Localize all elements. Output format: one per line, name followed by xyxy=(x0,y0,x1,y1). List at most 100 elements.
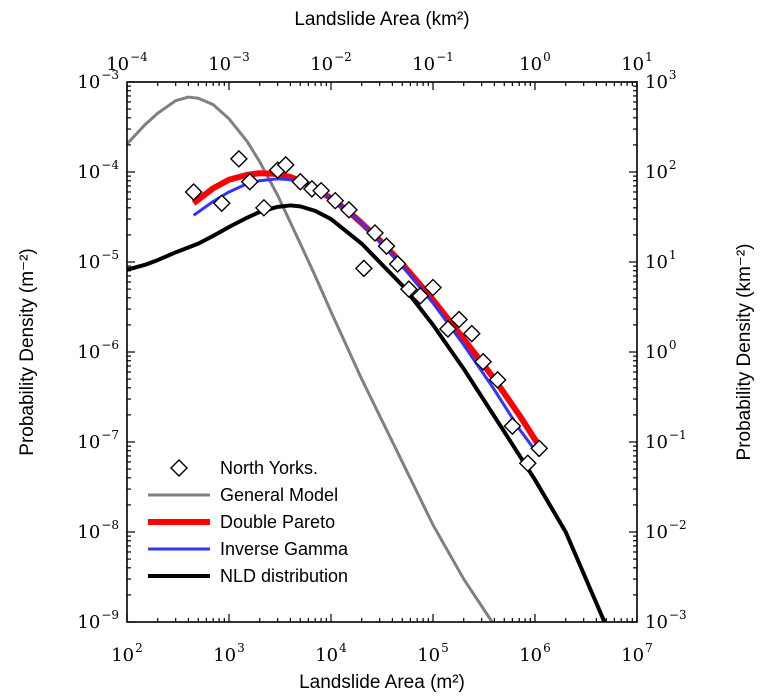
plot-background xyxy=(127,82,637,622)
y-right-tick-label: 10 1 xyxy=(645,248,677,273)
x-top-tick-label-exponent: −3 xyxy=(232,50,250,64)
legend-label-general-model: General Model xyxy=(220,485,338,505)
y-axis-label-left: Probability Density (m⁻²) xyxy=(17,248,38,455)
x-top-tick-label-base: 10 xyxy=(412,54,435,75)
x-tick-label-exponent: 3 xyxy=(237,641,245,655)
y-tick-label-base: 10 xyxy=(77,72,100,93)
y-tick-label-exponent: −3 xyxy=(101,68,119,82)
data-point-north-yorks xyxy=(518,454,537,473)
y-tick-label: 10 −9 xyxy=(77,608,119,633)
x-tick-label: 10 6 xyxy=(519,641,551,666)
x-top-tick-label-exponent: 1 xyxy=(645,50,653,64)
x-top-tick-label-exponent: 0 xyxy=(543,50,551,64)
y-right-tick-label-base: 10 xyxy=(645,252,668,273)
data-point-north-yorks xyxy=(488,370,507,389)
data-point-north-yorks xyxy=(411,286,430,305)
x-tick-label: 10 4 xyxy=(315,641,347,666)
y-tick-label: 10 −4 xyxy=(77,158,119,183)
y-tick-label-base: 10 xyxy=(77,252,100,273)
x-top-tick-label-exponent: −4 xyxy=(130,50,148,64)
y-tick-label-base: 10 xyxy=(77,522,100,543)
y-right-tick-label: 10 −1 xyxy=(645,428,687,453)
tick-layer xyxy=(126,81,638,623)
y-right-tick-label-exponent: 1 xyxy=(669,248,677,262)
data-point-north-yorks xyxy=(312,181,331,200)
legend-label-double-pareto: Double Pareto xyxy=(220,512,335,532)
y-right-tick-label: 10 −3 xyxy=(645,608,687,633)
data-point-north-yorks xyxy=(240,172,259,191)
series-line-inverse-gamma xyxy=(192,177,541,457)
y-tick-label: 10 −3 xyxy=(77,68,119,93)
x-tick-label: 10 3 xyxy=(213,641,245,666)
x-top-tick-label: 10 0 xyxy=(519,50,551,75)
y-tick-label-exponent: −6 xyxy=(101,338,119,352)
y-tick-label: 10 −8 xyxy=(77,518,119,543)
legend-label-inverse-gamma: Inverse Gamma xyxy=(220,539,349,559)
y-tick-label-base: 10 xyxy=(77,342,100,363)
data-point-north-yorks xyxy=(254,198,273,217)
x-top-tick-label: 10 1 xyxy=(621,50,653,75)
data-point-north-yorks xyxy=(399,280,418,299)
y-right-tick-label: 10 0 xyxy=(645,338,677,363)
x-tick-label-exponent: 4 xyxy=(339,641,347,655)
x-top-tick-label-exponent: −1 xyxy=(436,50,454,64)
legend-label-north-yorks-: North Yorks. xyxy=(220,458,318,478)
y-tick-label-exponent: −9 xyxy=(101,608,119,622)
x-tick-label: 10 7 xyxy=(621,641,653,666)
y-tick-label-base: 10 xyxy=(77,612,100,633)
y-right-tick-label-base: 10 xyxy=(645,612,668,633)
series-line-nld-distribution xyxy=(127,203,607,622)
data-point-north-yorks xyxy=(450,310,469,329)
legend: North Yorks. General Model Double Pareto In… xyxy=(148,458,349,586)
data-point-north-yorks xyxy=(366,224,384,242)
x-tick-label-exponent: 2 xyxy=(135,641,143,655)
y-right-tick-label-exponent: −3 xyxy=(669,608,687,622)
x-tick-label-exponent: 5 xyxy=(441,641,449,655)
y-right-tick-label-base: 10 xyxy=(645,72,668,93)
x-top-tick-label-base: 10 xyxy=(519,54,542,75)
data-point-north-yorks xyxy=(291,172,310,191)
x-axis-label-top: Landslide Area (km²) xyxy=(294,9,469,30)
x-top-tick-label: 10 −4 xyxy=(106,50,148,75)
y-right-tick-label: 10 −2 xyxy=(645,518,687,543)
y-right-tick-label-exponent: 2 xyxy=(669,158,677,172)
data-point-north-yorks xyxy=(276,155,295,174)
x-axis-label-bottom: Landslide Area (m²) xyxy=(299,672,465,693)
x-tick-label-exponent: 6 xyxy=(543,641,551,655)
data-point-north-yorks xyxy=(474,352,493,371)
data-point-north-yorks xyxy=(229,149,248,168)
x-top-tick-label-base: 10 xyxy=(208,54,231,75)
data-point-north-yorks xyxy=(424,278,442,297)
y-tick-label-exponent: −5 xyxy=(101,248,119,262)
x-top-tick-label: 10 −2 xyxy=(310,50,352,75)
series-line-general-model xyxy=(127,95,494,622)
y-axis-label-right: Probability Density (km⁻²) xyxy=(734,244,755,461)
x-top-tick-label-exponent: −2 xyxy=(334,50,352,64)
y-right-tick-label-exponent: 0 xyxy=(669,338,677,352)
x-top-tick-label: 10 −1 xyxy=(412,50,454,75)
data-point-north-yorks xyxy=(462,324,481,343)
marker-layer xyxy=(184,149,549,473)
data-point-north-yorks xyxy=(354,259,373,278)
data-point-north-yorks xyxy=(530,439,549,458)
data-point-north-yorks xyxy=(388,255,407,273)
tick-label-layer: 10 2 10 3 10 4 10 5 10 6 10 710 −4 10 −3 10 −2 10 −1 10 0 10 1… xyxy=(77,50,686,666)
data-point-north-yorks xyxy=(326,191,345,210)
x-top-tick-label-base: 10 xyxy=(106,54,129,75)
data-point-north-yorks xyxy=(503,417,522,436)
y-right-tick-label-base: 10 xyxy=(645,342,668,363)
x-tick-label-base: 10 xyxy=(111,645,134,666)
x-tick-label: 10 2 xyxy=(111,641,143,666)
y-right-tick-label-exponent: 3 xyxy=(669,68,677,82)
x-top-tick-label-base: 10 xyxy=(310,54,333,75)
y-tick-label-base: 10 xyxy=(77,432,100,453)
data-point-north-yorks xyxy=(438,320,457,339)
y-tick-label: 10 −5 xyxy=(77,248,119,273)
x-tick-label-base: 10 xyxy=(621,645,644,666)
y-tick-label: 10 −6 xyxy=(77,338,119,363)
data-point-north-yorks xyxy=(212,194,231,213)
y-tick-label-exponent: −7 xyxy=(101,428,119,442)
y-right-tick-label-base: 10 xyxy=(645,162,668,183)
y-right-tick-label-base: 10 xyxy=(645,522,668,543)
